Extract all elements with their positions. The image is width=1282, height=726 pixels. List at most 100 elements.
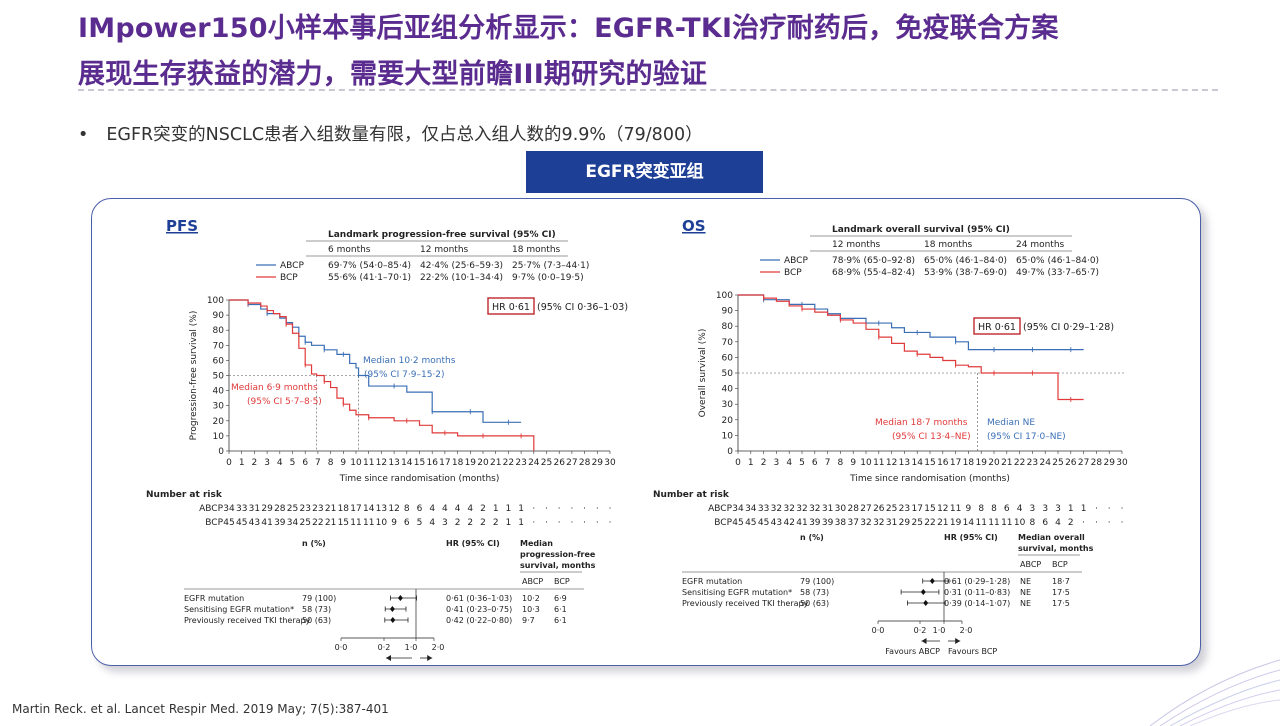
risk-count-pfs: 4 xyxy=(429,518,435,528)
risk-count-os: 32 xyxy=(771,504,782,514)
favours-abcp-pfs: Favours ABCP xyxy=(357,664,412,665)
risk-count-pfs: · xyxy=(545,504,548,514)
risk-count-os: 10 xyxy=(1014,518,1026,528)
risk-count-pfs: 39 xyxy=(274,518,286,528)
risk-count-os: 39 xyxy=(822,518,834,528)
risk-count-os: 32 xyxy=(783,504,794,514)
favours-arrowhead-right-pfs xyxy=(427,655,433,661)
risk-count-os: 28 xyxy=(847,504,859,514)
risk-count-pfs: 4 xyxy=(442,504,448,514)
km-curve-abcp-os xyxy=(738,294,1084,351)
risk-count-os: 1 xyxy=(1068,504,1074,514)
title-underline xyxy=(78,89,1218,91)
risk-count-os: 9 xyxy=(966,504,972,514)
risk-count-pfs: 1 xyxy=(506,518,512,528)
risk-count-pfs: 33 xyxy=(236,504,247,514)
x-tick-label-os: 1 xyxy=(748,458,754,468)
x-tick-label-pfs: 15 xyxy=(414,458,425,468)
risk-count-os: 27 xyxy=(860,504,871,514)
median-abcp-os: Median NE xyxy=(987,418,1035,428)
forest-axis-label-pfs: 1·0 xyxy=(405,643,418,652)
risk-count-os: 32 xyxy=(873,518,884,528)
median-bcp-pfs: Median 6·9 months xyxy=(231,383,318,393)
risk-count-os: 2 xyxy=(1068,518,1074,528)
y-tick-label-os: 70 xyxy=(722,338,734,348)
x-tick-label-pfs: 29 xyxy=(592,458,604,468)
risk-count-os: 3 xyxy=(1042,504,1048,514)
risk-count-os: 17 xyxy=(911,504,922,514)
figure-card: PFS Landmark progression-free survival (9… xyxy=(91,198,1201,673)
title-line-1: IMpower150小样本事后亚组分析显示：EGFR-TKI治疗耐药后，免疫联合… xyxy=(78,13,1059,44)
risk-arm-pfs: BCP xyxy=(205,518,223,528)
risk-count-os: 14 xyxy=(963,518,975,528)
x-tick-label-os: 10 xyxy=(860,458,872,468)
km-curve-bcp-os xyxy=(738,294,1084,401)
risk-count-os: 4 xyxy=(1017,504,1023,514)
forest-row-label: Sensitising EGFR mutation* xyxy=(184,605,294,614)
risk-count-pfs: 2 xyxy=(455,518,461,528)
forest-row-n: 79 (100) xyxy=(302,594,336,603)
risk-count-pfs: 4 xyxy=(429,504,435,514)
x-tick-label-os: 21 xyxy=(1001,458,1012,468)
x-tick-label-os: 15 xyxy=(924,458,935,468)
forest-header-hr-os: HR (95% CI) xyxy=(944,533,998,542)
risk-count-os: 37 xyxy=(847,518,858,528)
x-tick-label-pfs: 26 xyxy=(553,458,565,468)
risk-count-pfs: · xyxy=(596,518,599,528)
landmark-value-os: 78·9% (65·0–92·8) xyxy=(832,256,915,266)
y-tick-label-pfs: 30 xyxy=(213,402,225,412)
decorative-waves xyxy=(1149,659,1280,726)
risk-count-os: 32 xyxy=(796,504,807,514)
forest-axis-label-pfs: 2·0 xyxy=(432,643,445,652)
x-tick-label-pfs: 18 xyxy=(452,458,464,468)
landmark-value-os: 49·7% (33·7–65·7) xyxy=(1016,268,1099,278)
figure-svg: PFS Landmark progression-free survival (9… xyxy=(146,217,1128,673)
y-tick-label-pfs: 10 xyxy=(213,432,225,442)
x-axis-label-pfs: Time since randomisation (months) xyxy=(339,474,500,484)
x-tick-label-pfs: 8 xyxy=(328,458,334,468)
x-tick-label-os: 25 xyxy=(1052,458,1063,468)
risk-count-os: · xyxy=(1095,518,1098,528)
bullet-text: EGFR突变的NSCLC患者入组数量有限，仅占总入组人数的9.9%（79/800… xyxy=(106,125,703,145)
landmark-arm-pfs: BCP xyxy=(280,273,298,283)
forest-row-hr: 0·41 (0·23–0·75) xyxy=(446,605,512,614)
y-tick-label-os: 90 xyxy=(722,307,734,317)
forest-arm-header-pfs: BCP xyxy=(554,577,570,586)
risk-count-os: 11 xyxy=(950,504,961,514)
y-tick-label-pfs: 0 xyxy=(218,447,224,457)
risk-count-pfs: · xyxy=(570,504,573,514)
forest-header-median-pfs: survival, months xyxy=(520,561,596,570)
median-abcp-ci-pfs: (95% CI 7·9–15·2) xyxy=(364,370,445,380)
hr-box-os xyxy=(973,317,1021,335)
forest-axis-label-pfs: 0·2 xyxy=(378,643,391,652)
forest-row-n: 50 (63) xyxy=(302,616,331,625)
landmark-value-os: 65·0% (46·1–84·0) xyxy=(1016,256,1099,266)
forest-row-n: 58 (73) xyxy=(302,605,331,614)
risk-count-pfs: · xyxy=(532,518,535,528)
x-tick-label-os: 0 xyxy=(735,458,741,468)
risk-count-pfs: 21 xyxy=(325,504,336,514)
x-tick-label-os: 4 xyxy=(786,458,792,468)
landmark-header-os: 12 months xyxy=(832,240,881,250)
x-tick-label-os: 23 xyxy=(1027,458,1038,468)
x-tick-label-pfs: 21 xyxy=(490,458,501,468)
risk-count-os: 29 xyxy=(899,518,911,528)
x-tick-label-os: 5 xyxy=(799,458,805,468)
landmark-header-os: 18 months xyxy=(924,240,973,250)
y-tick-label-pfs: 50 xyxy=(213,372,225,382)
risk-arm-os: BCP xyxy=(714,518,732,528)
y-tick-label-os: 60 xyxy=(722,353,734,363)
forest-row-hr: 0·39 (0·14–1·07) xyxy=(944,599,1010,608)
y-tick-label-os: 10 xyxy=(722,431,734,441)
risk-count-pfs: 6 xyxy=(404,518,410,528)
risk-count-pfs: 22 xyxy=(312,518,323,528)
landmark-value-pfs: 55·6% (41·1–70·1) xyxy=(328,273,411,283)
forest-row-label: Sensitising EGFR mutation* xyxy=(682,588,792,597)
risk-count-pfs: 18 xyxy=(338,504,350,514)
median-abcp-ci-os: (95% CI 17·0–NE) xyxy=(987,432,1066,442)
y-tick-label-os: 0 xyxy=(727,447,733,457)
y-tick-label-pfs: 60 xyxy=(213,356,225,366)
risk-count-os: 30 xyxy=(835,504,847,514)
risk-count-pfs: 12 xyxy=(388,504,399,514)
forest-row-hr: 0·31 (0·11–0·83) xyxy=(944,588,1010,597)
